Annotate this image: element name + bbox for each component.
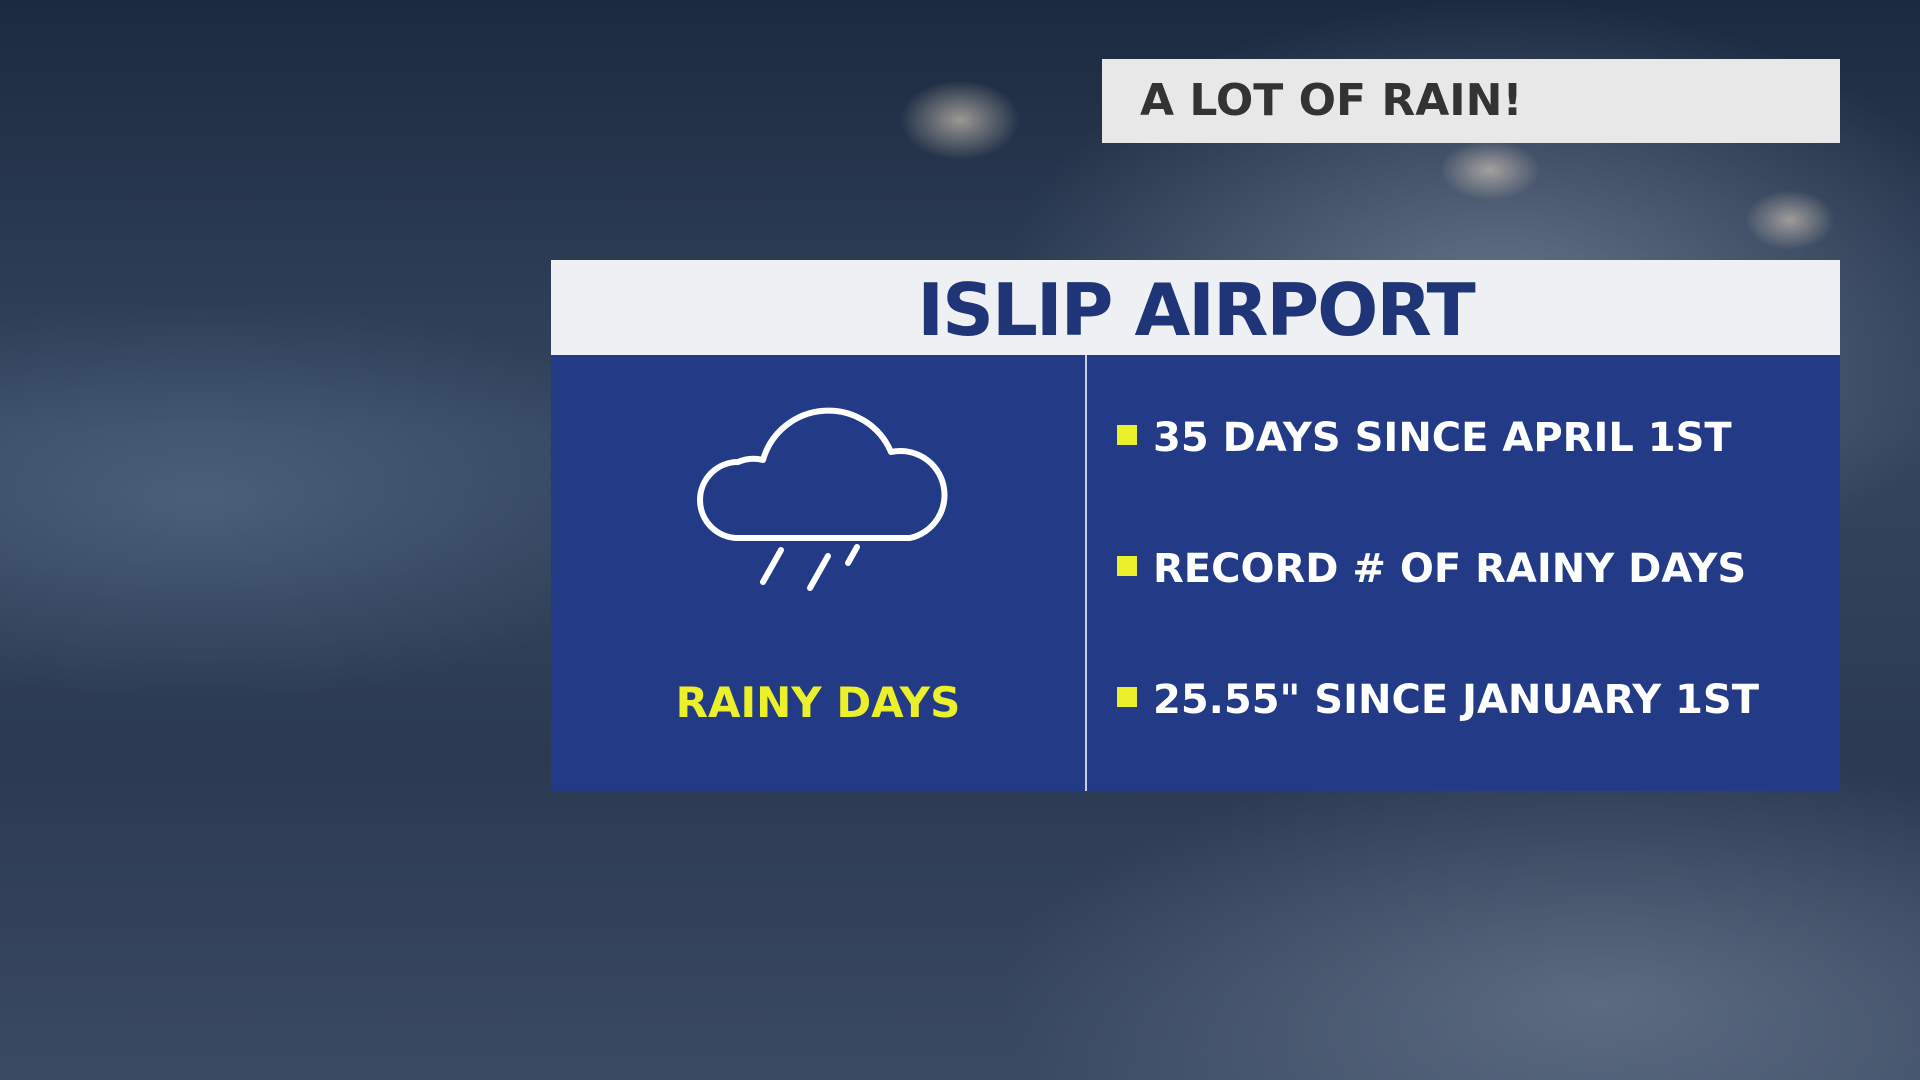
card-title: ISLIP AIRPORT [917,268,1475,352]
bullet-item: RECORD # OF RAINY DAYS [1117,546,1746,592]
bullet-marker [1117,425,1137,445]
rain-cloud-icon [697,407,948,591]
bullet-item: 35 DAYS SINCE APRIL 1ST [1117,415,1732,461]
bullet-item: 25.55" SINCE JANUARY 1ST [1117,677,1759,723]
bullet-text: RECORD # OF RAINY DAYS [1153,546,1747,592]
bullet-text: 25.55" SINCE JANUARY 1ST [1153,677,1760,723]
header-box: A LOT OF RAIN! [1102,59,1840,143]
info-card: ISLIP AIRPORT RAINY DAYS 35 DAYS SINCE A… [551,260,1840,791]
divider [1085,355,1087,791]
card-header: ISLIP AIRPORT [551,260,1840,355]
bullet-text: 35 DAYS SINCE APRIL 1ST [1153,415,1732,461]
card-label: RAINY DAYS [675,678,961,727]
header-title: A LOT OF RAIN! [1140,75,1523,126]
bullet-marker [1117,556,1137,576]
bullet-marker [1117,687,1137,707]
